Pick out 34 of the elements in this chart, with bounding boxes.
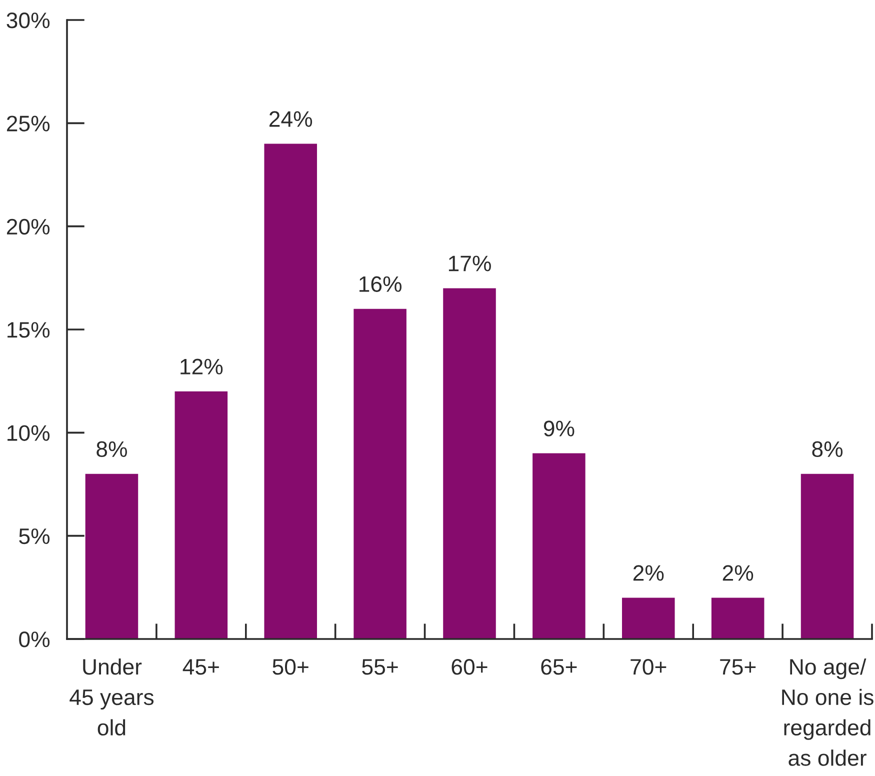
- y-tick-label: 30%: [6, 12, 50, 28]
- y-tick-label: 0%: [19, 632, 50, 648]
- bar: [443, 288, 496, 639]
- x-tick-label: 45+: [182, 659, 219, 675]
- bar: [85, 474, 138, 639]
- y-tick-label: 25%: [6, 116, 50, 132]
- x-tick-label: 55+: [362, 659, 398, 675]
- bar: [800, 474, 854, 639]
- bar: [711, 598, 764, 639]
- y-tick-label: 20%: [6, 218, 50, 235]
- data-label: 17%: [448, 256, 491, 272]
- data-label: 24%: [269, 111, 312, 127]
- data-label: 12%: [180, 358, 223, 374]
- bar: [264, 144, 317, 639]
- bar: [532, 453, 586, 639]
- x-tick-label: 60+: [452, 659, 488, 675]
- y-tick-label: 5%: [19, 528, 50, 544]
- x-tick-label: 70+: [630, 659, 666, 675]
- x-tick-label: Under 45 years old: [70, 658, 154, 736]
- x-tick-label: No age/ No one is regarded as older: [782, 658, 874, 766]
- data-label: 16%: [360, 276, 402, 292]
- y-tick-label: 10%: [8, 425, 50, 441]
- data-label: 8%: [812, 441, 843, 458]
- y-tick-label: 15%: [8, 322, 50, 338]
- bar: [622, 598, 675, 639]
- x-tick-label: 65+: [541, 659, 577, 675]
- data-label: 2%: [633, 565, 664, 581]
- bar: [174, 391, 228, 639]
- x-tick-label: 50+: [272, 659, 308, 675]
- x-tick-label: 75+: [720, 659, 756, 675]
- bar: [354, 308, 406, 639]
- data-label: 9%: [544, 420, 574, 436]
- data-label: 2%: [722, 565, 754, 581]
- data-label: 8%: [96, 441, 127, 458]
